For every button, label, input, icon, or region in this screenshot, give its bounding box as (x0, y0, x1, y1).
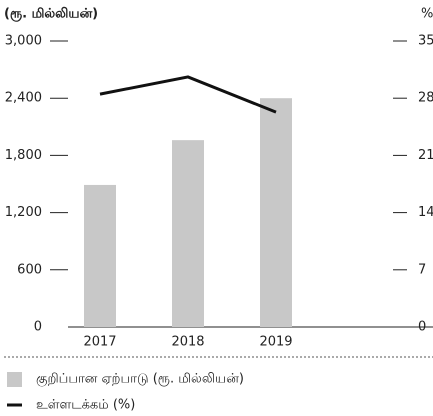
y2-tick-label: 28 (418, 91, 433, 106)
x-tick-label: 2017 (83, 335, 116, 350)
y2-axis-label: % (421, 7, 433, 22)
line (99, 75, 277, 114)
bar (84, 184, 116, 327)
x-tick-label: 2018 (171, 335, 204, 350)
y2-tick-label: 0 (418, 320, 426, 335)
y2-tick-label: 21 (418, 148, 433, 163)
legend-label: உள்ளடக்கம் (%) (36, 398, 135, 413)
y-tick-label: 1,200 (5, 205, 42, 220)
y-tick-label: 1,800 (5, 148, 42, 163)
y-axis-label: (ரூ. மில்லியன்) (4, 7, 98, 22)
y2-tick-label: 35 (418, 34, 433, 49)
x-tick-label: 2019 (259, 335, 292, 350)
bar (172, 140, 204, 327)
y2-tick-label: 14 (418, 205, 433, 220)
y-tick-label: 600 (17, 262, 42, 277)
legend-label: குறிப்பான ஏற்பாடு (ரூ. மில்லியன்) (36, 372, 244, 387)
y-tick-label: 2,400 (5, 91, 42, 106)
y2-tick-label: 7 (418, 262, 426, 277)
y-tick-label: 0 (34, 320, 42, 335)
y-tick-label: 3,000 (5, 34, 42, 49)
bar (260, 98, 292, 327)
legend-swatch (7, 372, 22, 387)
